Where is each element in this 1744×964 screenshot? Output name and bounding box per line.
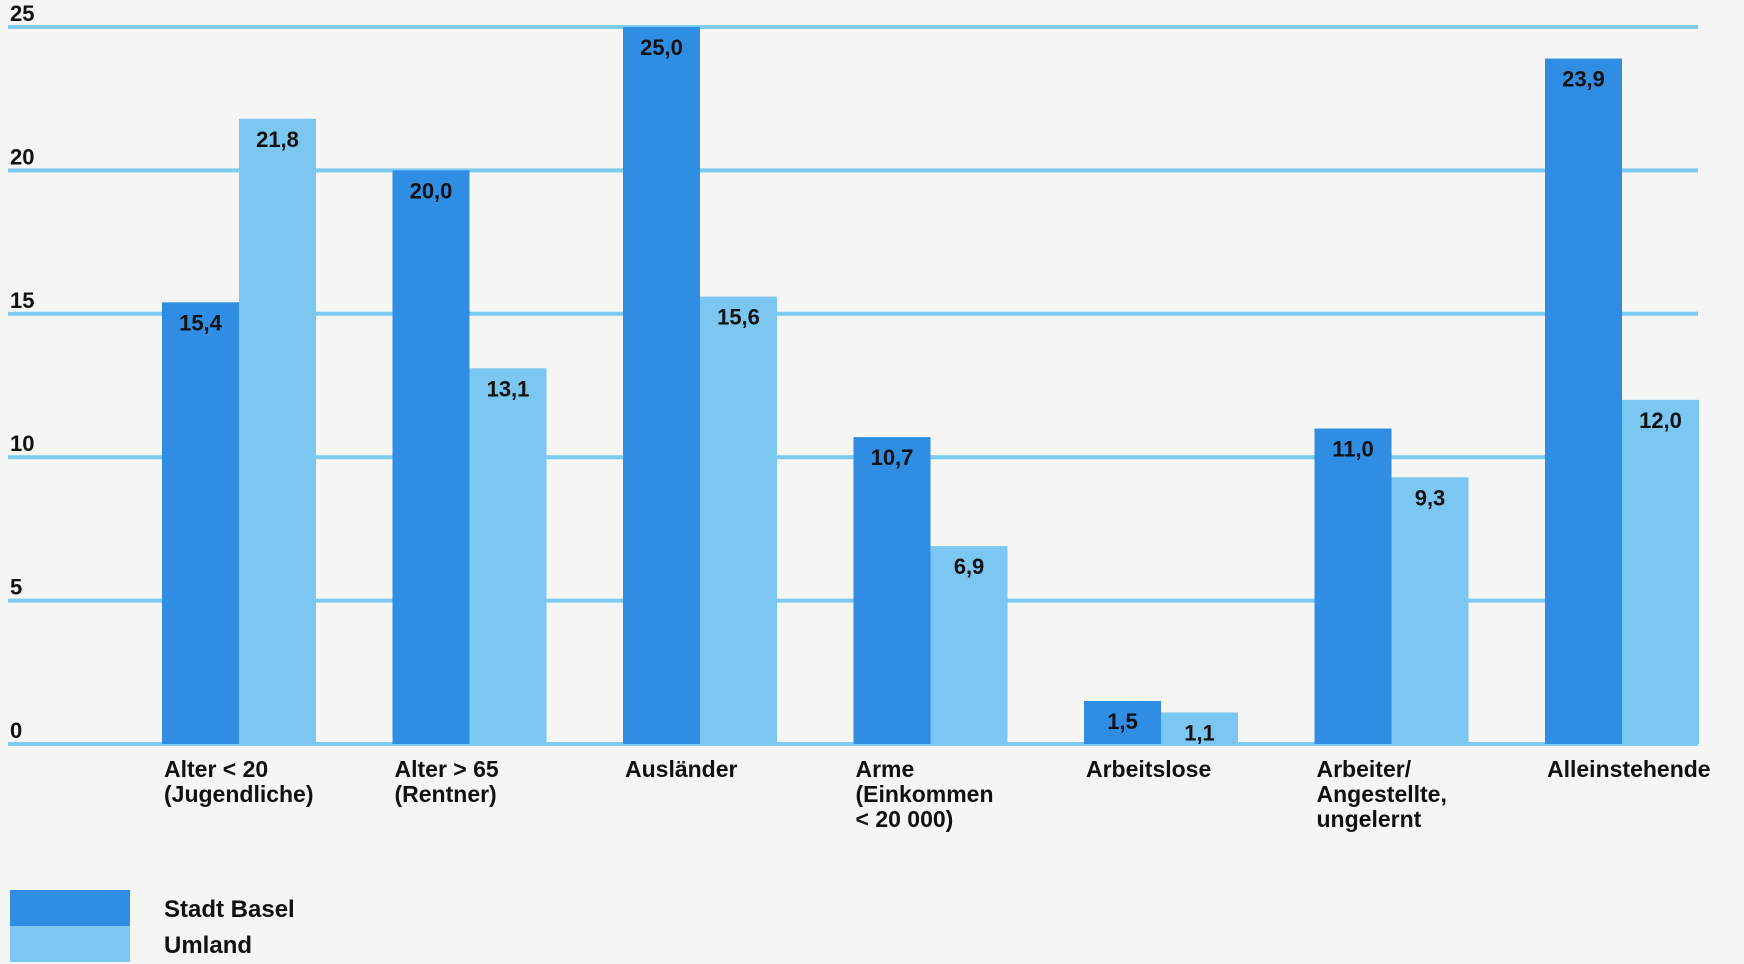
data-label: 15,4 bbox=[179, 310, 223, 335]
category-label-line: Alleinstehende bbox=[1547, 756, 1711, 782]
category-label-line: Ausländer bbox=[625, 756, 738, 782]
x-axis-categories: Alter < 20 (Jugendliche) Alter > 65 (Rentne… bbox=[164, 756, 1711, 832]
data-label: 20,0 bbox=[410, 178, 453, 203]
y-tick-label: 25 bbox=[10, 1, 34, 26]
bar-umland-3 bbox=[930, 546, 1008, 744]
category-label: Alter > 65 (Rentner) bbox=[395, 756, 499, 807]
category-label-line: (Einkommen bbox=[856, 781, 994, 807]
category-label: Arbeiter/Angestellte, ungelernt bbox=[1317, 756, 1447, 832]
bar-stadt-basel-0 bbox=[162, 302, 239, 744]
category-label: Alleinstehende bbox=[1547, 756, 1711, 782]
bar-umland-4 bbox=[1161, 712, 1238, 744]
y-tick-label: 10 bbox=[10, 431, 34, 456]
bars bbox=[162, 27, 1699, 745]
bar-stadt-basel-2 bbox=[623, 27, 700, 744]
data-label: 11,0 bbox=[1332, 437, 1374, 462]
bar-umland-0 bbox=[239, 118, 316, 744]
category-label-line: Alter > 65 bbox=[395, 756, 499, 782]
y-axis: 0 5 10 15 20 25 bbox=[10, 1, 34, 743]
data-label: 10,7 bbox=[871, 445, 914, 470]
bar-stadt-basel-1 bbox=[392, 170, 470, 744]
y-tick-label: 5 bbox=[10, 575, 22, 600]
category-label-line: (Jugendliche) bbox=[164, 781, 314, 807]
legend-swatch bbox=[10, 926, 130, 962]
category-label-line: Arbeitslose bbox=[1086, 756, 1211, 782]
data-label: 21,8 bbox=[256, 127, 299, 152]
data-label: 1,5 bbox=[1107, 709, 1138, 734]
legend: Stadt Basel Umland bbox=[10, 890, 295, 962]
category-label-line: Alter < 20 bbox=[164, 756, 268, 782]
bar-umland-2 bbox=[700, 296, 777, 744]
data-label: 6,9 bbox=[954, 554, 985, 579]
category-label: Arbeitslose bbox=[1086, 756, 1211, 782]
data-label: 13,1 bbox=[487, 376, 530, 401]
bar-umland-5 bbox=[1391, 477, 1469, 744]
bar-stadt-basel-4 bbox=[1084, 700, 1161, 744]
category-label-line: ungelernt bbox=[1317, 806, 1422, 832]
data-label: 12,0 bbox=[1639, 408, 1682, 433]
data-label: 1,1 bbox=[1184, 720, 1215, 745]
legend-label: Umland bbox=[164, 932, 252, 959]
bar-stadt-basel-5 bbox=[1314, 428, 1392, 744]
y-tick-label: 0 bbox=[10, 718, 22, 743]
category-label-line: Arme bbox=[856, 756, 915, 782]
legend-swatch bbox=[10, 890, 130, 926]
category-label-line: < 20 000) bbox=[856, 806, 954, 832]
data-label: 9,3 bbox=[1415, 485, 1446, 510]
category-label: Ausländer bbox=[625, 756, 738, 782]
data-label: 25,0 bbox=[640, 35, 683, 60]
data-labels: 15,4 21,8 20,0 13,1 25,0 15,6 10,7 6,9 1,5 1,1 11,… bbox=[179, 35, 1682, 745]
y-tick-label: 15 bbox=[10, 288, 34, 313]
y-tick-label: 20 bbox=[10, 144, 34, 169]
bar-umland-1 bbox=[469, 368, 547, 744]
legend-label: Stadt Basel bbox=[164, 896, 295, 923]
category-label-line: Arbeiter/ bbox=[1317, 756, 1412, 782]
category-label-line: (Rentner) bbox=[395, 781, 497, 807]
category-label: Alter < 20 (Jugendliche) bbox=[164, 756, 314, 807]
data-label: 23,9 bbox=[1562, 67, 1605, 92]
category-label-line: Angestellte, bbox=[1317, 781, 1447, 807]
bar-umland-6 bbox=[1622, 399, 1699, 744]
data-label: 15,6 bbox=[717, 305, 760, 330]
bar-stadt-basel-6 bbox=[1545, 58, 1622, 745]
category-label: Arme (Einkommen < 20 000) bbox=[856, 756, 994, 832]
bar-stadt-basel-3 bbox=[853, 437, 931, 744]
